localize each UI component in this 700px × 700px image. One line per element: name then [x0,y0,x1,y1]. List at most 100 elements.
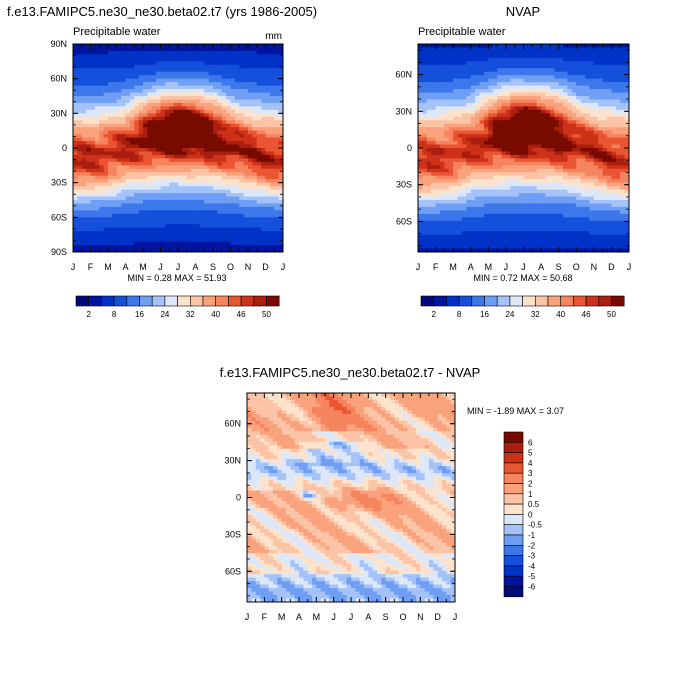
contour-cell [431,85,437,90]
contour-cell [186,245,192,250]
contour-cell [532,64,538,69]
contour-cell [248,64,253,69]
contour-cell [589,113,595,118]
contour-cell [243,154,249,159]
contour-cell [492,61,498,66]
contour-cell [221,220,227,225]
contour-cell [585,158,591,163]
contour-cell [191,134,197,139]
contour-cell [431,148,437,153]
contour-cell [479,158,485,163]
contour-cell [466,175,472,180]
contour-cell [475,47,481,52]
contour-cell [217,231,223,236]
contour-cell [505,175,511,180]
contour-cell [208,134,214,139]
contour-cell [505,158,511,163]
contour-cell [580,68,586,73]
contour-cell [448,71,454,76]
contour-cell [243,61,249,66]
contour-cell [112,196,118,201]
contour-cell [94,234,100,239]
contour-cell [536,47,542,52]
contour-cell [256,85,262,90]
contour-cell [457,175,463,180]
contour-cell [598,151,604,156]
contour-cell [86,78,92,83]
contour-cell [252,96,258,101]
contour-cell [103,151,109,156]
contour-cell [99,137,105,142]
contour-cell [226,137,232,142]
contour-cell [151,127,157,132]
contour-cell [598,85,604,90]
contour-cell [90,78,96,83]
contour-cell [248,68,253,73]
contour-cell [208,179,214,184]
contour-cell [435,85,441,90]
contour-cell [156,102,162,107]
contour-cell [488,75,494,80]
contour-cell [230,189,236,194]
contour-cell [265,234,271,239]
contour-cell [156,57,162,62]
contour-cell [278,182,283,187]
contour-cell [221,151,227,156]
contour-cell [497,175,503,180]
contour-cell [607,106,613,111]
contour-cell [274,217,280,222]
contour-cell [208,213,214,218]
contour-cell [121,182,127,187]
contour-cell [536,102,542,107]
contour-cell [99,89,105,94]
contour-cell [230,92,236,97]
contour-cell [532,165,538,170]
contour-cell [90,50,96,55]
contour-cell [602,175,608,180]
contour-cell [278,224,283,229]
colorbar-box [177,295,191,307]
contour-cell [571,64,577,69]
contour-cell [269,200,275,205]
contour-cell [602,148,608,153]
contour-cell [426,144,432,149]
contour-cell [527,182,533,187]
contour-cell [274,182,280,187]
contour-cell [278,196,283,201]
contour-cell [514,175,520,180]
contour-cell [567,151,573,156]
contour-cell [195,203,201,208]
contour-cell [532,102,538,107]
contour-cell [191,165,197,170]
contour-cell [169,241,175,246]
contour-cell [435,61,441,66]
contour-cell [248,54,253,59]
contour-cell [143,224,148,229]
contour-cell [178,231,183,236]
contour-cell [624,137,629,142]
contour-cell [624,96,629,101]
contour-cell [602,182,608,187]
contour-cell [112,161,118,166]
contour-cell [234,238,240,243]
contour-cell [112,71,118,76]
contour-cell [116,92,122,97]
contour-cell [164,186,170,191]
contour-cell [567,172,573,177]
contour-cell [510,134,516,139]
contour-cell [585,168,591,173]
contour-cell [444,130,450,135]
contour-cell [466,85,472,90]
contour-cell [576,137,582,142]
contour-cell [444,158,450,163]
contour-cell [234,123,240,128]
contour-cell [108,130,113,135]
contour-cell [73,165,78,170]
contour-cell [545,127,551,132]
contour-cell [461,78,467,83]
contour-cell [532,113,538,118]
contour-cell [576,120,582,125]
contour-cell [199,102,205,107]
contour-cell [129,172,135,177]
contour-cell [213,196,218,201]
